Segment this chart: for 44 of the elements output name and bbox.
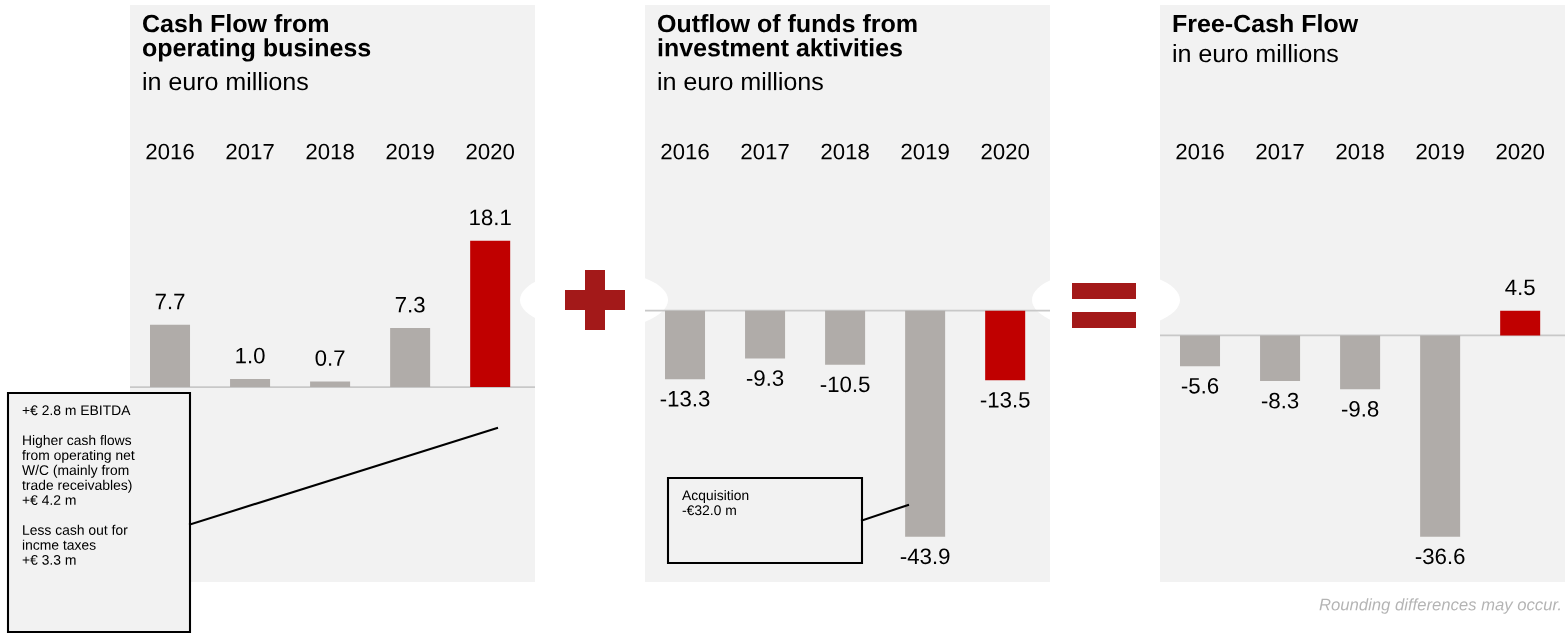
data-label: -5.6 <box>1181 377 1219 394</box>
x-tick-label: 2018 <box>1336 143 1384 160</box>
text: Rounding differences may occur. <box>1319 598 1560 614</box>
x-tick-label: 2020 <box>466 143 515 160</box>
data-label: -13.5 <box>980 391 1030 408</box>
x-tick-label: 2016 <box>1176 143 1224 160</box>
x-tick-label: 2019 <box>386 143 434 160</box>
x-tick-label: 2017 <box>741 143 789 160</box>
chart-title: Cash Flow from operating business <box>142 14 371 62</box>
chart-title: Free-Cash Flow <box>1173 14 1359 33</box>
data-label: 0.7 <box>315 350 345 366</box>
x-tick-label: 2017 <box>226 143 274 160</box>
data-label: -9.8 <box>1341 401 1379 417</box>
data-label: -13.3 <box>660 390 710 407</box>
text: +€ 2.8 m EBITDA Higher cash flows from operating net W/C (mainly from trade receivables) +€ 4.2 m Less cash out for incme taxes +€ 3.3 m <box>22 405 135 565</box>
data-label: -8.3 <box>1261 392 1299 409</box>
bar <box>390 328 431 388</box>
bar <box>150 324 191 388</box>
data-label: 7.7 <box>155 293 185 310</box>
x-tick-label: 2020 <box>981 143 1030 160</box>
x-tick-label: 2018 <box>821 143 869 160</box>
bar <box>470 240 511 388</box>
bar <box>230 378 271 388</box>
chart-subtitle: in euro millions <box>1173 44 1338 63</box>
bar <box>310 381 351 388</box>
annotation: Acquisition -€32.0 m <box>682 490 749 516</box>
x-tick-label: 2017 <box>1256 143 1304 160</box>
data-label: -43.9 <box>900 548 950 565</box>
x-tick-label: 2016 <box>661 143 709 160</box>
data-label: 18.1 <box>470 209 511 226</box>
x-tick-label: 2016 <box>146 143 194 160</box>
chart-subtitle: in euro millions <box>143 72 308 91</box>
data-label: -10.5 <box>820 376 870 393</box>
data-label: 1.0 <box>236 347 265 364</box>
chart-subtitle: in euro millions <box>658 72 823 91</box>
x-tick-label: 2019 <box>901 143 949 160</box>
x-tick-label: 2019 <box>1416 143 1464 160</box>
data-label: 7.3 <box>395 296 425 313</box>
data-label: 4.5 <box>1505 279 1535 296</box>
x-tick-label: 2020 <box>1496 143 1545 160</box>
x-tick-label: 2018 <box>306 143 354 160</box>
data-label: -36.6 <box>1415 548 1465 565</box>
data-label: -9.3 <box>746 370 784 386</box>
chart-title: Outflow of funds from investment aktivities <box>658 14 917 57</box>
